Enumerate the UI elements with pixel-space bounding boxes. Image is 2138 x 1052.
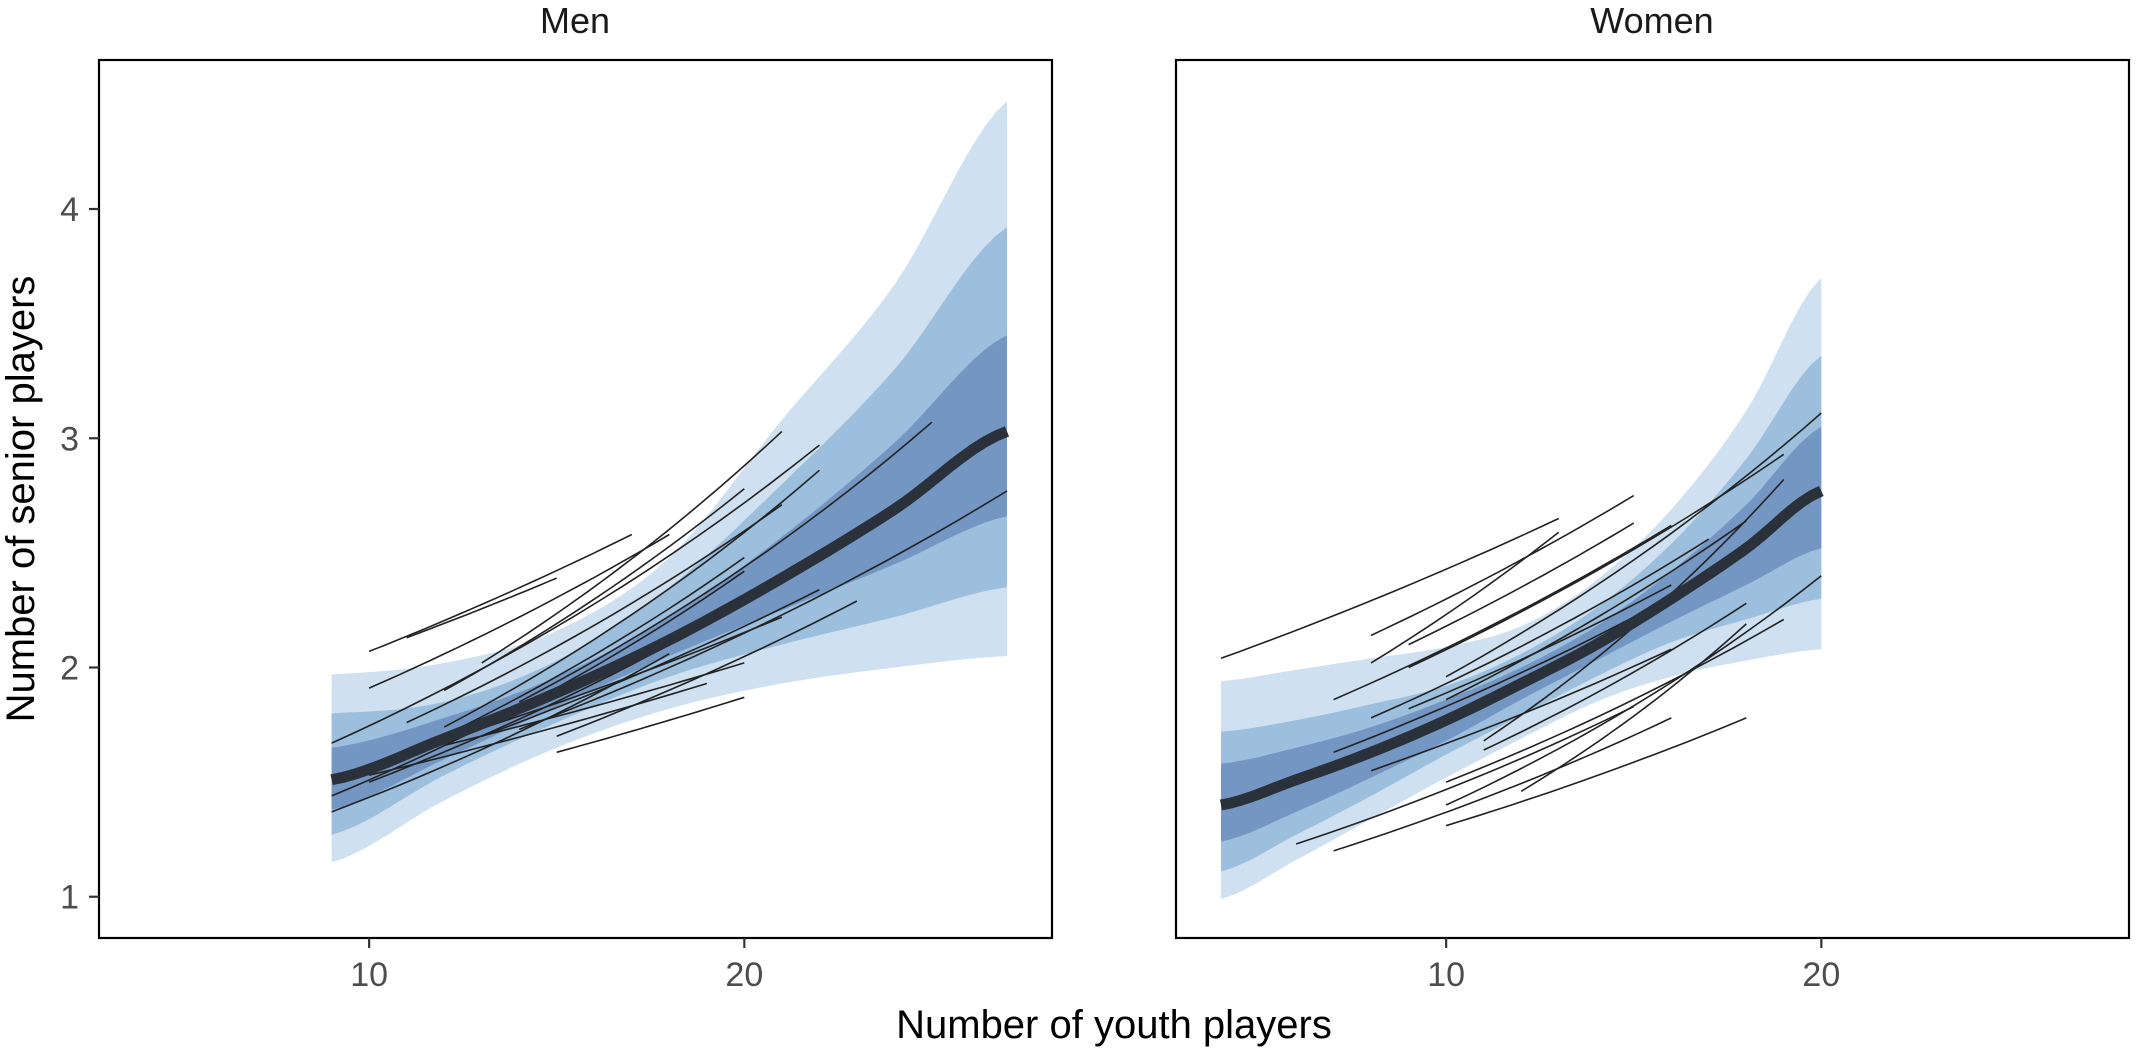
y-axis: 1 2 3 4	[60, 191, 99, 917]
group-line-women-10	[1445, 520, 1747, 701]
group-line-women-15	[1445, 618, 1785, 783]
y-tick-label-4: 4	[60, 191, 79, 229]
group-line-men-17	[518, 490, 1008, 731]
y-tick-label-3: 3	[60, 420, 79, 458]
panel-women-plot-area	[1219, 277, 1824, 899]
group-line-men-6	[331, 444, 820, 744]
group-line-women-2	[1370, 494, 1635, 637]
x-tick-label-men-10: 10	[350, 956, 388, 994]
x-tick-label-women-10: 10	[1427, 956, 1465, 994]
group-line-women-7	[1445, 412, 1822, 678]
group-line-women-1	[1220, 517, 1560, 660]
mean-line-men	[330, 426, 1010, 786]
group-line-women-14	[1483, 602, 1747, 751]
x-axis-men: 10 20	[350, 938, 763, 994]
x-tick-label-men-20: 20	[725, 956, 763, 994]
mean-line-women	[1219, 486, 1824, 811]
group-line-women-18	[1333, 717, 1672, 852]
panel-title-men: Men	[540, 0, 610, 41]
group-line-women-19	[1445, 717, 1747, 827]
group-line-women-4	[1408, 522, 1635, 646]
group-line-men-11	[518, 421, 933, 703]
group-line-men-18	[368, 682, 708, 776]
y-tick-label-2: 2	[60, 649, 79, 687]
group-line-men-2	[406, 577, 558, 639]
group-line-men-3	[368, 533, 670, 689]
panel-title-women: Women	[1590, 0, 1713, 41]
group-line-men-19	[556, 600, 858, 738]
group-line-women-8	[1370, 538, 1710, 719]
panel-women-frame	[1174, 58, 2131, 940]
group-line-men-7	[406, 504, 783, 724]
x-axis-women: 10 20	[1427, 938, 1840, 994]
group-line-women-3	[1370, 531, 1560, 664]
group-line-women-5	[1333, 524, 1672, 701]
group-line-men-20	[556, 696, 745, 754]
panel-men-plot-area	[330, 101, 1010, 863]
group-line-women-20	[1520, 623, 1747, 792]
y-axis-label: Number of senior players	[0, 276, 43, 723]
x-tick-label-women-20: 20	[1802, 956, 1840, 994]
group-line-women-16	[1295, 705, 1635, 845]
panel-men-frame	[97, 58, 1054, 940]
group-line-men-16	[444, 662, 745, 747]
group-line-men-8	[443, 469, 820, 728]
group-line-men-4	[481, 430, 783, 664]
group-line-women-13	[1370, 648, 1672, 772]
group-line-women-11	[1333, 616, 1635, 754]
band-outer-men	[331, 101, 1008, 863]
group-line-men-1	[368, 533, 633, 653]
x-axis-label: Number of youth players	[896, 1003, 1332, 1047]
group-line-women-17	[1445, 575, 1822, 806]
y-tick-label-1: 1	[60, 879, 79, 917]
group-line-men-15	[331, 653, 670, 813]
